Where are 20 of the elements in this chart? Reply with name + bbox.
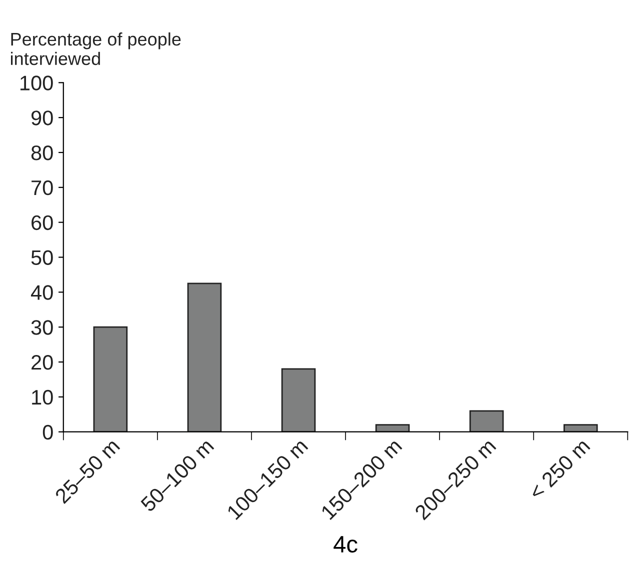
y-tick-label: 20 [32,355,53,370]
x-tick-label: < 250 m [528,438,590,500]
y-tick-label: 80 [31,145,53,160]
y-axis-title: Percentage of people interviewed [11,32,181,66]
x-axis-title: 4c [334,536,358,553]
y-tick-label: 90 [31,110,53,126]
bar [469,410,504,432]
bar [187,282,222,432]
y-tick-label: 0 [42,424,53,440]
bar [281,368,316,432]
bar [93,326,128,432]
y-tick-label: 40 [30,285,53,300]
y-tick-label: 50 [31,250,53,265]
y-tick-label: 70 [32,180,53,196]
y-tick-label: 60 [32,215,53,230]
y-tick-label: 100 [20,76,53,90]
bar [563,424,598,432]
y-tick-label: 10 [32,390,53,405]
bar [375,424,410,432]
y-tick-label: 30 [31,320,53,335]
